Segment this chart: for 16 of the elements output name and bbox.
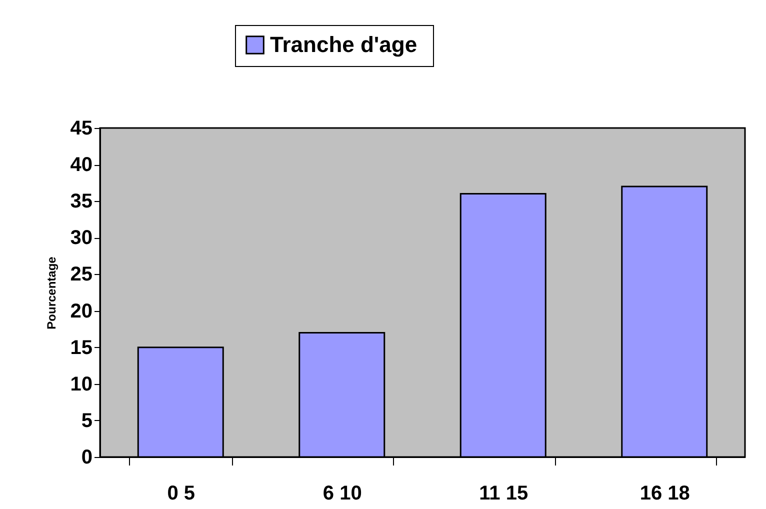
y-axis-title: Pourcentage (44, 256, 58, 330)
y-tick-label: 15 (70, 336, 92, 359)
y-tick-label: 35 (70, 190, 92, 213)
legend-label: Tranche d'age (270, 32, 418, 57)
y-tick-label: 45 (70, 118, 92, 140)
x-tick-label: 16 18 (640, 482, 690, 504)
y-tick-label: 20 (70, 300, 92, 322)
x-tick-label: 11 15 (479, 482, 528, 504)
x-tick-label: 0 5 (167, 482, 196, 504)
y-tick-label: 5 (81, 410, 92, 432)
y-tick-label: 25 (70, 264, 92, 286)
y-tick-label: 0 (81, 446, 92, 468)
x-tick-label: 6 10 (322, 482, 362, 504)
y-tick-label: 10 (70, 373, 92, 396)
y-tick-label: 30 (70, 227, 92, 250)
y-tick-label: 40 (70, 154, 92, 176)
